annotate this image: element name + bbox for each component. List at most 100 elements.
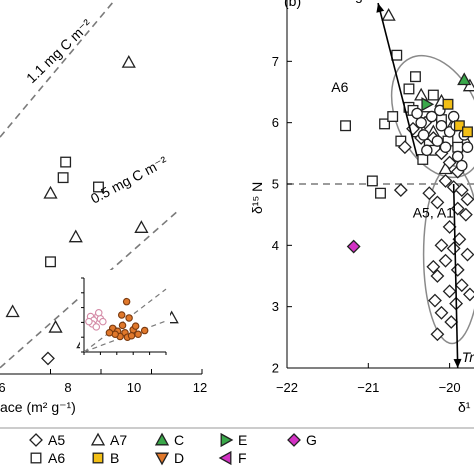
legend-item-c: C [154,432,184,448]
point-a5 [460,247,474,262]
point-g [346,239,361,254]
point-a7 [68,229,83,243]
point-a5 [426,259,441,274]
inset-point [140,326,149,335]
annotation-tr: Tr [462,349,474,365]
point-a1 [434,104,446,117]
legend-label: D [174,450,184,466]
inset-point [117,311,126,319]
point-a5 [450,262,465,277]
point-a1 [456,159,468,172]
point-a5 [454,183,469,198]
x-tick-label: 8 [64,380,71,395]
point-a1 [415,116,427,129]
legend-item-d: D [154,450,184,466]
panel-b-points [340,7,474,342]
point-a1 [439,141,452,153]
point-a1 [421,144,433,157]
legend-item-a7: A7 [90,432,127,448]
x-tick-label: 12 [193,380,207,395]
point-a6 [410,71,421,83]
point-a5 [454,278,469,293]
point-a7 [43,185,58,199]
panel-b: 2 3 4 5 6 7 −22 −21 −20 δ¹⁵ N δ¹ (b) degradatio… [249,0,474,415]
point-a7 [381,7,396,21]
point-a7 [48,319,63,333]
point-a1 [461,141,474,153]
y-tick-label: 5 [272,177,279,192]
annotation-degradation: degradation [339,0,413,3]
legend-item-g: G [287,432,317,448]
point-a5 [428,293,442,308]
point-a7 [134,220,149,233]
x-tick-label: −20 [439,380,461,395]
x-tick-label: −22 [276,380,298,395]
point-e [421,97,435,112]
point-a7 [121,54,136,68]
point-a1 [417,129,430,141]
legend-label: A5 [48,432,65,448]
point-a6 [57,172,69,184]
legend-label: E [238,432,247,448]
point-c [457,72,472,86]
legend-item-e: E [220,432,247,448]
y-tick-label: 4 [272,238,279,253]
point-a7 [414,87,429,101]
panel-label: (b) [284,0,301,9]
legend-marker [287,433,301,447]
point-a5 [393,183,408,198]
x-tick-label: 10 [127,380,141,395]
x-ticks: −22 −21 −20 [276,363,461,395]
point-a7 [462,78,474,92]
point-b [442,98,454,110]
legend-item-f: F [218,450,247,466]
y-ticks: 2 3 4 5 6 7 [272,54,292,376]
x-ticks: 6 8 10 12 [0,369,207,395]
annotation-a5-a1: A5, A1 [413,205,454,221]
inset-point [95,309,103,317]
legend-marker [29,433,43,447]
legend-marker [90,432,106,446]
arrow-shaft [452,183,459,368]
point-a6 [366,175,378,187]
point-a5 [438,253,453,268]
legend-label: A7 [110,432,127,448]
point-a6 [379,118,391,130]
point-a5 [397,140,412,155]
point-a6 [391,49,403,61]
point-a6 [60,156,72,168]
point-a5 [430,195,445,210]
inset-point [85,317,93,326]
point-a6 [340,120,351,132]
point-a6 [403,83,415,95]
legend-label: A6 [48,450,65,466]
y-tick-label: 2 [272,361,279,376]
inset-point [131,322,140,330]
legend-marker [220,432,234,448]
inset-point [134,330,142,338]
point-a1 [451,150,464,163]
panel-a: 6 8 10 12 ace (m² g⁻¹) 1.1 mg C m⁻² 0.5 … [0,0,207,415]
reference-line-0-5 [0,211,178,369]
reference-lines [0,0,178,369]
x-tick-label: 6 [0,380,6,395]
y-tick-label: 3 [272,299,279,314]
legend-marker [92,452,104,464]
inset-line-2 [84,320,167,352]
point-a1 [431,135,444,147]
legend-label: F [238,450,247,466]
point-a1 [435,119,448,132]
point-a5 [434,305,449,320]
point-a7 [5,304,20,318]
y-tick-label: 6 [272,115,279,130]
legend-label: C [174,432,184,448]
point-a5 [41,351,55,366]
point-b [453,120,465,132]
legend-marker [218,450,232,466]
legend-label: G [306,432,317,448]
legend-item-a6: A6 [30,450,65,466]
point-a5 [458,207,473,222]
x-axis-label: ace (m² g⁻¹) [0,399,76,415]
point-a5 [430,327,445,342]
arrow-head [453,358,462,368]
